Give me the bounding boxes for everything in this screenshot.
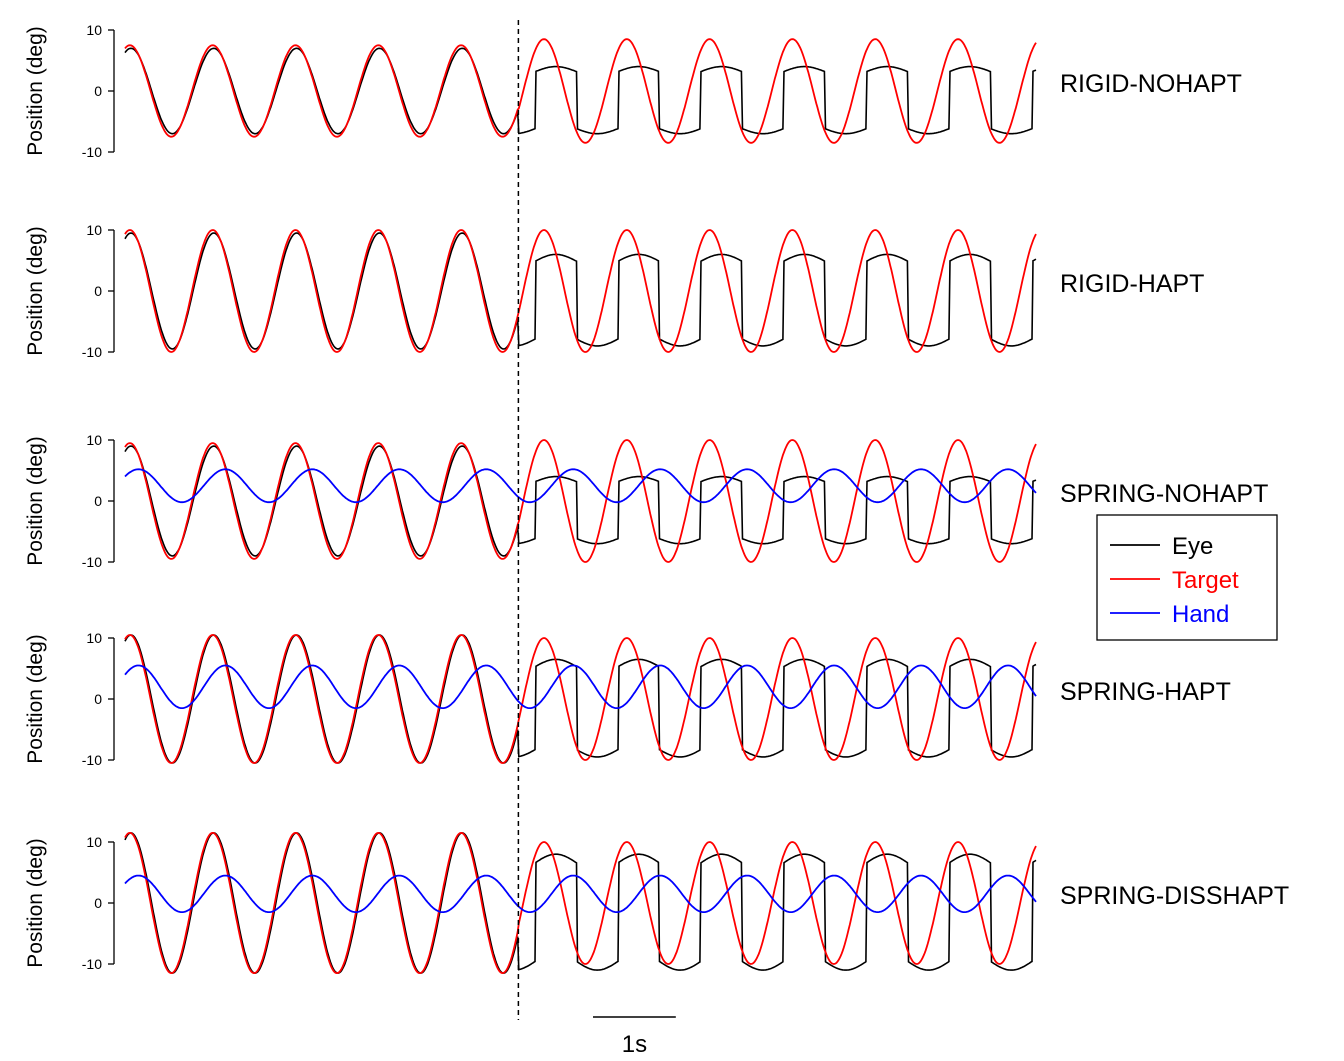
panel-spring-nohapt: 10 0 -10 Position (deg) SPRING-NOHAPT [24, 432, 1268, 570]
series-line-eye [124, 634, 1037, 764]
y-axis-label: Position (deg) [24, 436, 47, 566]
condition-label: SPRING-NOHAPT [1060, 480, 1268, 508]
y-tick-label: -10 [82, 752, 102, 768]
legend-label-hand: Hand [1172, 601, 1229, 628]
series-line-target [124, 439, 1037, 563]
legend-label-eye: Eye [1172, 533, 1213, 560]
y-tick-label: 10 [86, 22, 102, 38]
y-axis-label: Position (deg) [24, 226, 47, 356]
y-tick-label: 10 [86, 222, 102, 238]
y-tick-label: 0 [94, 83, 102, 99]
y-tick-label: 10 [86, 432, 102, 448]
y-tick-label: 10 [86, 834, 102, 850]
series-line-hand [124, 664, 1037, 709]
series-line-eye [124, 445, 1037, 557]
panel-spring-hapt: 10 0 -10 Position (deg) SPRING-HAPT [24, 630, 1231, 768]
series-line-eye [124, 232, 1037, 350]
panel-spring-disshapt: 10 0 -10 Position (deg) SPRING-DISSHAPT [24, 831, 1289, 975]
series-line-target [124, 229, 1037, 353]
legend-label-target: Target [1172, 567, 1239, 594]
y-axis-label: Position (deg) [24, 26, 47, 156]
panel-rigid-nohapt: 10 0 -10 Position (deg) RIGID-NOHAPT [24, 22, 1242, 160]
y-tick-label: -10 [82, 144, 102, 160]
series-line-hand [124, 468, 1037, 504]
legend: Eye Target Hand [1096, 514, 1278, 641]
series-line-target [124, 634, 1037, 764]
y-tick-label: 0 [94, 691, 102, 707]
condition-label: SPRING-HAPT [1060, 678, 1231, 706]
y-axis-label: Position (deg) [24, 634, 47, 764]
y-axis-label: Position (deg) [24, 838, 47, 968]
series-line-eye [124, 832, 1037, 974]
series-line-target [124, 831, 1037, 975]
series-line-target [124, 38, 1037, 144]
y-tick-label: -10 [82, 554, 102, 570]
panel-rigid-hapt: 10 0 -10 Position (deg) RIGID-HAPT [24, 222, 1204, 360]
y-tick-label: -10 [82, 956, 102, 972]
y-tick-label: 10 [86, 630, 102, 646]
y-tick-label: 0 [94, 493, 102, 509]
condition-label: SPRING-DISSHAPT [1060, 882, 1289, 910]
condition-label: RIGID-NOHAPT [1060, 70, 1242, 98]
scale-bar-label: 1s [622, 1031, 647, 1056]
y-tick-label: 0 [94, 895, 102, 911]
condition-label: RIGID-HAPT [1060, 270, 1204, 298]
series-line-hand [124, 874, 1037, 913]
y-tick-label: 0 [94, 283, 102, 299]
series-line-eye [124, 47, 1037, 135]
legend-box [1096, 514, 1278, 641]
y-tick-label: -10 [82, 344, 102, 360]
